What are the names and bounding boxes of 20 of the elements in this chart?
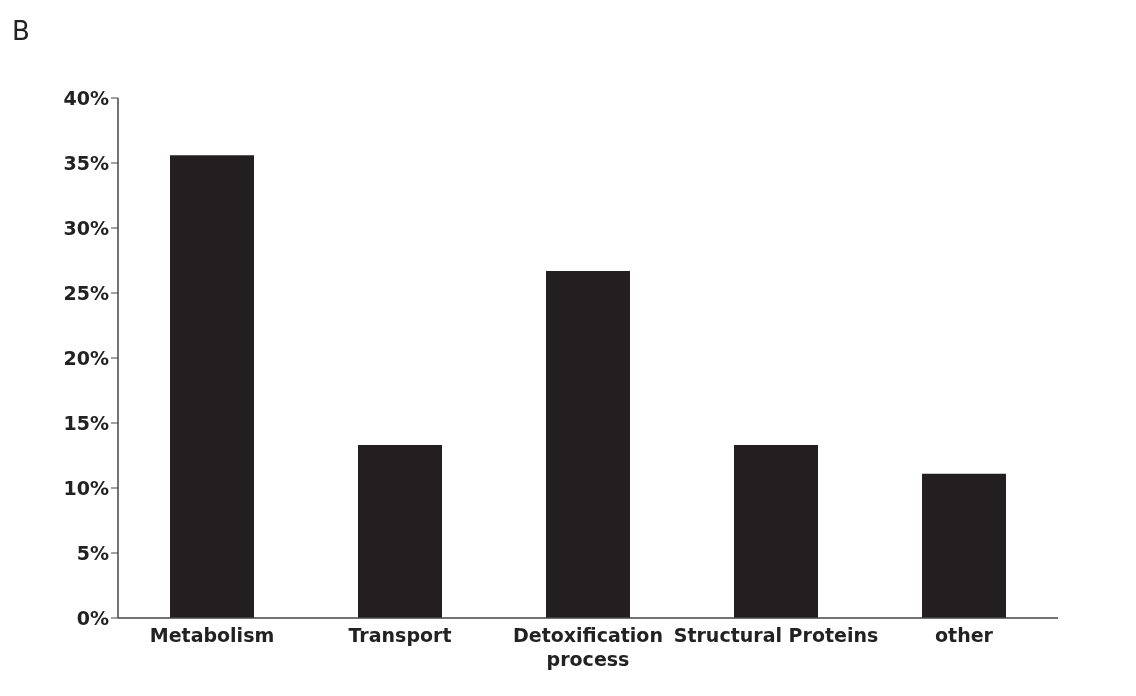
x-tick-label: Detoxification process xyxy=(513,624,663,670)
bar xyxy=(922,473,1006,618)
y-tick-label: 15% xyxy=(63,411,109,434)
y-tick-label: 25% xyxy=(63,281,109,304)
x-tick-label: Transport xyxy=(348,624,452,646)
x-tick-label: other xyxy=(935,624,994,646)
x-tick-label: Structural Proteins xyxy=(673,624,879,646)
y-tick-label: 10% xyxy=(63,476,109,499)
y-tick-label: 30% xyxy=(63,216,109,239)
y-tick-label: 20% xyxy=(63,346,109,369)
y-tick-label: 35% xyxy=(63,151,109,174)
x-tick-label: Metabolism xyxy=(149,624,275,646)
y-tick-label: 40% xyxy=(63,86,109,109)
y-tick-label: 0% xyxy=(76,606,109,629)
bar xyxy=(734,445,818,618)
y-tick-label: 5% xyxy=(76,541,109,564)
bar xyxy=(546,270,630,618)
text: B xyxy=(12,16,30,46)
bar xyxy=(170,155,254,618)
bar xyxy=(358,445,442,618)
